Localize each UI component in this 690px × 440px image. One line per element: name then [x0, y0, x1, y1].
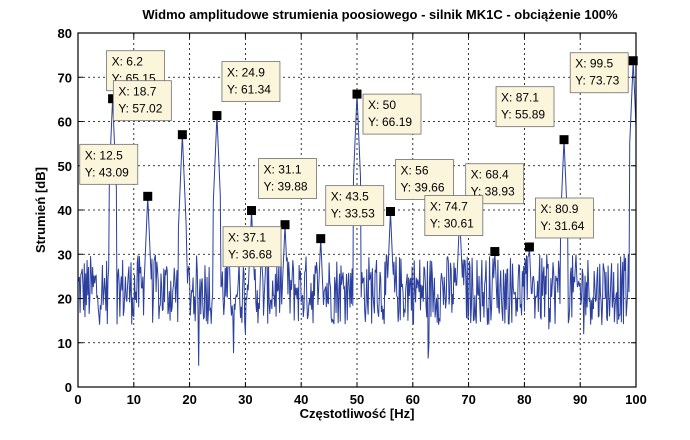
datatip-box[interactable]: X: 50 Y: 66.19: [362, 93, 422, 135]
x-tick-label: 100: [625, 392, 647, 407]
y-axis-title: Strumień [dB]: [33, 167, 48, 253]
x-tick-label: 90: [573, 392, 587, 407]
datatip-box[interactable]: X: 18.7 Y: 57.02: [112, 80, 172, 122]
datatip-y-label: Y: 61.34: [227, 83, 271, 97]
datatip-box[interactable]: X: 37.1 Y: 36.68: [222, 226, 282, 268]
datatip-x-label: X: 37.1: [228, 231, 266, 245]
datatip-marker[interactable]: [628, 56, 638, 66]
datatip-y-label: Y: 43.09: [85, 165, 129, 179]
datatip-box[interactable]: X: 99.5 Y: 73.73: [569, 52, 629, 94]
datatip-marker[interactable]: [108, 94, 118, 104]
datatip-x-label: X: 18.7: [118, 85, 156, 99]
datatip-marker[interactable]: [247, 206, 257, 216]
datatip-box[interactable]: X: 87.1 Y: 55.89: [495, 86, 555, 128]
spectrum-line: [77, 60, 637, 366]
datatip-marker[interactable]: [385, 207, 395, 217]
x-tick-label: 70: [461, 392, 475, 407]
datatip-background: [222, 226, 282, 268]
datatip-y-label: Y: 33.53: [331, 207, 375, 221]
datatip-y-label: Y: 39.66: [400, 181, 444, 195]
x-tick-label: 0: [74, 392, 81, 407]
datatip-box[interactable]: X: 24.9 Y: 61.34: [221, 61, 281, 102]
datatip-y-label: Y: 36.68: [228, 248, 272, 262]
datatip-background: [569, 52, 629, 94]
datatip-marker[interactable]: [177, 130, 187, 140]
datatip-x-label: X: 80.9: [540, 202, 578, 216]
y-tick-label: 30: [58, 247, 72, 262]
datatip-background: [424, 195, 484, 236]
datatip-x-label: X: 43.5: [331, 190, 369, 204]
chart-title: Widmo amplitudowe strumienia poosiowego …: [142, 7, 618, 22]
datatip-background: [535, 197, 594, 239]
datatip-box[interactable]: X: 43.5 Y: 33.53: [325, 185, 385, 227]
datatip-background: [325, 185, 385, 227]
datatip-marker[interactable]: [559, 135, 569, 145]
datatip-background: [362, 93, 422, 135]
datatip-marker[interactable]: [316, 234, 326, 244]
y-tick-label: 10: [58, 336, 72, 351]
spectrum-series: [77, 60, 637, 366]
datatip-y-label: Y: 30.61: [430, 217, 474, 231]
datatip-box[interactable]: X: 80.9 Y: 31.64: [535, 197, 594, 239]
datatip-background: [221, 61, 281, 102]
datatip-y-label: Y: 57.02: [118, 102, 162, 116]
datatip-x-label: X: 50: [368, 98, 396, 112]
datatip-x-label: X: 56: [400, 164, 428, 178]
datatip-background: [79, 143, 139, 185]
datatip-x-label: X: 87.1: [501, 91, 539, 105]
datatip-box[interactable]: X: 12.5 Y: 43.09: [79, 143, 139, 185]
datatip-x-label: X: 99.5: [575, 57, 613, 71]
datatip-marker[interactable]: [490, 247, 500, 257]
datatip-x-label: X: 74.7: [430, 200, 468, 214]
datatip-y-label: Y: 39.88: [264, 180, 308, 194]
x-tick-label: 10: [127, 392, 141, 407]
datatip-background: [112, 80, 172, 122]
axis-ticks: 0 10 20 30 40 50 60 70 80 90 100 0 10 20 30 40 50 60 70 80: [58, 26, 647, 407]
x-tick-label: 50: [350, 392, 364, 407]
datatip-background: [258, 158, 317, 199]
datatip-x-label: X: 6.2: [112, 55, 144, 69]
datatip-y-label: Y: 73.73: [575, 74, 619, 88]
x-tick-label: 60: [406, 392, 420, 407]
datatip-x-label: X: 12.5: [85, 148, 123, 162]
datatip-marker[interactable]: [352, 89, 362, 99]
y-tick-label: 0: [65, 380, 72, 395]
x-tick-label: 40: [294, 392, 308, 407]
x-axis-title: Częstotliwość [Hz]: [300, 406, 415, 421]
datatip-marker[interactable]: [524, 242, 534, 252]
y-tick-label: 40: [58, 203, 72, 218]
datatip-y-label: Y: 31.64: [540, 219, 584, 233]
datatip-marker[interactable]: [143, 191, 153, 201]
datatip-marker[interactable]: [280, 220, 290, 230]
datatip-box[interactable]: X: 56 Y: 39.66: [395, 159, 454, 200]
x-tick-label: 30: [238, 392, 252, 407]
datatip-marker[interactable]: [212, 111, 222, 121]
datatip-y-label: Y: 66.19: [368, 115, 412, 129]
x-tick-label: 20: [182, 392, 196, 407]
datatips: X: 6.2Y: 65.15X: 12.5Y: 43.09X: 18.7Y: 5…: [79, 50, 629, 268]
y-tick-label: 20: [58, 292, 72, 307]
datatip-box[interactable]: X: 74.7 Y: 30.61: [424, 195, 484, 236]
y-tick-label: 70: [58, 70, 72, 85]
datatip-x-label: X: 24.9: [227, 66, 265, 80]
y-tick-label: 50: [58, 159, 72, 174]
datatip-box[interactable]: X: 31.1 Y: 39.88: [258, 158, 317, 199]
datatip-y-label: Y: 55.89: [501, 108, 545, 122]
y-tick-label: 80: [58, 26, 72, 41]
y-tick-label: 60: [58, 115, 72, 130]
x-tick-label: 80: [517, 392, 531, 407]
datatip-x-label: X: 68.4: [471, 168, 509, 182]
datatip-background: [395, 159, 454, 200]
datatip-x-label: X: 31.1: [264, 163, 302, 177]
datatip-background: [495, 86, 555, 128]
